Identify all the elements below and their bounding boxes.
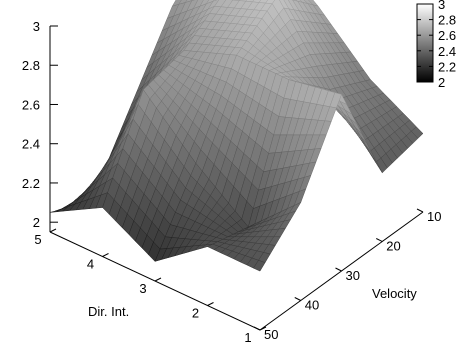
y-tick: [207, 302, 214, 306]
x-tick-label: 20: [386, 239, 400, 254]
x-tick: [376, 238, 383, 242]
colorbar: 22.22.42.62.83: [416, 0, 456, 90]
surface: [49, 0, 424, 272]
y-tick-label: 3: [139, 281, 146, 296]
y-tick: [154, 277, 162, 282]
surface-cell: [253, 259, 266, 272]
x-tick-label: 30: [346, 268, 360, 283]
z-tick-label: 2.8: [22, 58, 40, 73]
colorbar-tick-label: 2: [438, 75, 445, 90]
x-tick: [416, 208, 424, 213]
x-tick: [294, 297, 301, 301]
y-axis-label: Dir. Int.: [88, 304, 129, 319]
y-tick-label: 2: [192, 306, 199, 321]
y-tick: [49, 228, 57, 233]
y-tick: [102, 253, 109, 257]
axis-labels: Velocity Dir. Int.: [88, 286, 417, 319]
colorbar-tick-label: 2.8: [438, 13, 456, 28]
y-tick-label: 5: [34, 232, 41, 247]
colorbar-tick-label: 3: [438, 0, 445, 12]
x-tick-label: 40: [305, 298, 319, 313]
x-axis-label: Velocity: [372, 286, 417, 301]
colorbar-tick-label: 2.4: [438, 44, 456, 59]
z-tick-label: 2.2: [22, 176, 40, 191]
z-tick-label: 2: [33, 215, 40, 230]
axes: 2 2.2 2.4 2.6 2.8 3 1 2 3 4 5 10 20 30 40 50: [22, 19, 442, 345]
x-tick-label: 50: [264, 327, 278, 342]
x-tick-label: 10: [427, 209, 441, 224]
x-tick: [253, 326, 261, 331]
z-tick-label: 2.4: [22, 137, 40, 152]
y-tick-label: 1: [244, 330, 251, 345]
colorbar-box: [416, 3, 434, 83]
z-tick-label: 2.6: [22, 97, 40, 112]
z-tick-label: 3: [33, 19, 40, 34]
colorbar-tick-label: 2.2: [438, 59, 456, 74]
colorbar-tick-label: 2.6: [438, 28, 456, 43]
x-tick: [335, 267, 342, 272]
y-tick-label: 4: [87, 257, 94, 272]
